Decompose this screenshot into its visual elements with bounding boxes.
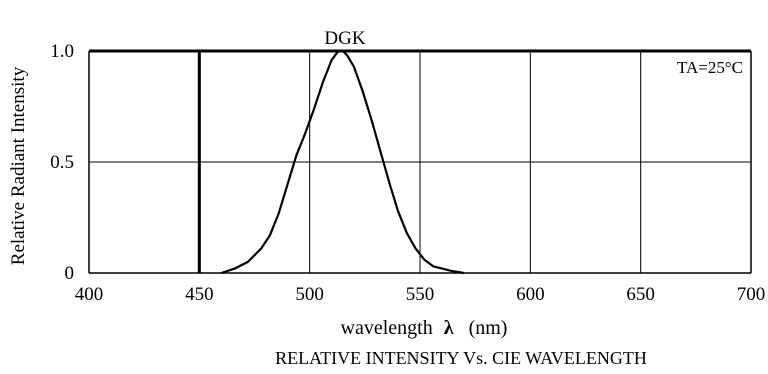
series-label-dgk: DGK <box>324 28 365 49</box>
x-tick-label: 450 <box>185 284 214 305</box>
annotation-temperature: TA=25°C <box>677 58 743 77</box>
x-tick-label: 500 <box>295 284 324 305</box>
x-axis-label-text: wavelength <box>341 317 433 339</box>
x-axis-label: wavelength λ (nm) <box>341 317 508 339</box>
chart-title: RELATIVE INTENSITY Vs. CIE WAVELENGTH <box>275 348 647 368</box>
x-tick-label: 650 <box>626 284 655 305</box>
lambda-symbol: λ <box>444 317 454 339</box>
y-tick-labels: 0 0.5 1.0 <box>50 41 74 284</box>
x-tick-label: 700 <box>737 284 766 305</box>
y-tick-label: 0 <box>65 263 75 284</box>
series-line-dgk <box>221 49 465 275</box>
x-axis-unit: (nm) <box>469 317 508 339</box>
x-tick-label: 400 <box>75 284 104 305</box>
x-tick-label: 600 <box>516 284 545 305</box>
series-group <box>221 49 465 275</box>
y-tick-label: 1.0 <box>50 41 74 62</box>
y-axis-label: Relative Radiant Intensity <box>8 66 29 265</box>
y-tick-label: 0.5 <box>50 152 74 173</box>
grid-lines <box>89 51 751 273</box>
x-tick-label: 550 <box>406 284 435 305</box>
x-tick-labels: 400 450 500 550 600 650 700 <box>75 284 766 305</box>
